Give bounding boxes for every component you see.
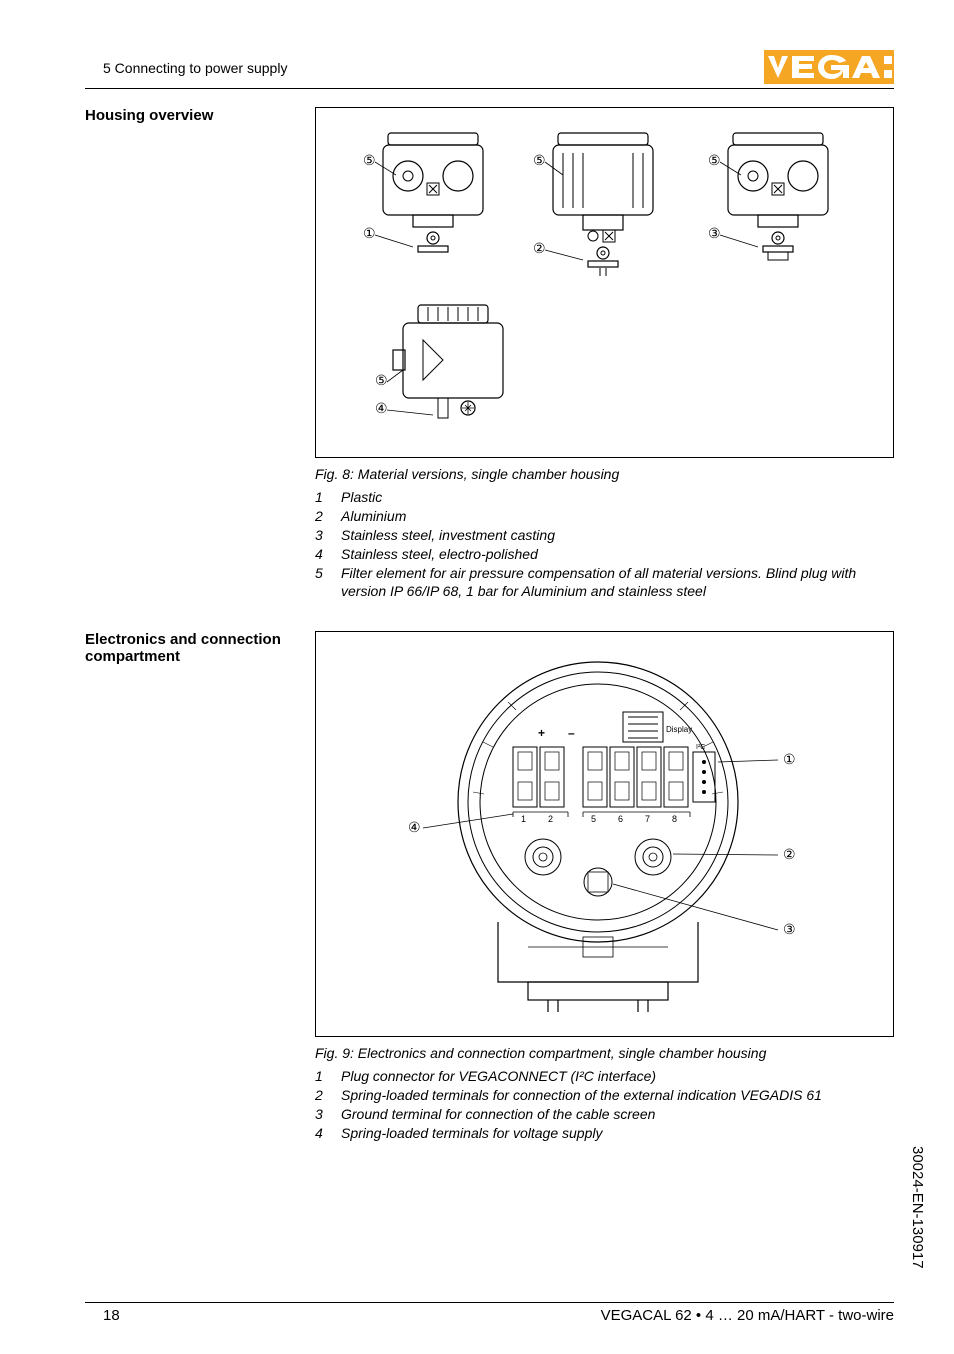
- minus-label: –: [568, 726, 575, 740]
- figure-8-caption: Fig. 8: Material versions, single chambe…: [315, 466, 894, 482]
- document-id: 30024-EN-130917: [909, 1146, 926, 1269]
- figure-8-legend: 1Plastic 2Aluminium 3Stainless steel, in…: [315, 488, 894, 601]
- legend-item: 5Filter element for air pressure compens…: [315, 564, 894, 602]
- legend-item: 2Spring-loaded terminals for connection …: [315, 1086, 894, 1105]
- callout-5c: ⑤: [708, 152, 721, 168]
- page-header: 5 Connecting to power supply: [85, 50, 894, 89]
- terminal-5: 5: [591, 814, 596, 824]
- legend-item: 4Spring-loaded terminals for voltage sup…: [315, 1124, 894, 1143]
- housing-overview-label: Housing overview: [85, 107, 315, 601]
- callout-5: ⑤: [363, 152, 376, 168]
- housing-overview-content: ⑤ ①: [315, 107, 894, 601]
- callout-5d: ⑤: [375, 372, 388, 388]
- electronics-content: Display + –: [315, 631, 894, 1143]
- legend-item: 1Plug connector for VEGACONNECT (I²C int…: [315, 1067, 894, 1086]
- housing-overview-section: Housing overview ⑤: [85, 107, 894, 601]
- callout-5b: ⑤: [533, 152, 546, 168]
- legend-item: 2Aluminium: [315, 507, 894, 526]
- page-number: 18: [85, 1307, 120, 1324]
- product-name: VEGACAL 62 • 4 … 20 mA/HART - two-wire: [601, 1307, 894, 1324]
- ec-callout-2: ②: [783, 846, 796, 862]
- electronics-section: Electronics and connection compartment: [85, 631, 894, 1143]
- terminal-8: 8: [672, 814, 677, 824]
- plus-label: +: [538, 726, 545, 740]
- callout-3: ③: [708, 225, 721, 241]
- page-footer: 18 VEGACAL 62 • 4 … 20 mA/HART - two-wir…: [85, 1302, 894, 1324]
- vega-logo: [764, 50, 894, 84]
- figure-8-box: ⑤ ①: [315, 107, 894, 458]
- electronics-diagram: Display + –: [328, 644, 868, 1019]
- electronics-label: Electronics and connection compartment: [85, 631, 315, 1143]
- ec-callout-3: ③: [783, 921, 796, 937]
- terminal-7: 7: [645, 814, 650, 824]
- callout-4: ④: [375, 400, 388, 416]
- ec-callout-1: ①: [783, 751, 796, 767]
- terminal-2: 2: [548, 814, 553, 824]
- callout-2: ②: [533, 240, 546, 256]
- legend-item: 3Ground terminal for connection of the c…: [315, 1105, 894, 1124]
- figure-9-legend: 1Plug connector for VEGACONNECT (I²C int…: [315, 1067, 894, 1143]
- section-title: 5 Connecting to power supply: [85, 50, 287, 76]
- ec-callout-4: ④: [408, 819, 421, 835]
- terminal-6: 6: [618, 814, 623, 824]
- display-label: Display: [666, 725, 692, 734]
- terminal-1: 1: [521, 814, 526, 824]
- housing-diagram: ⑤ ①: [328, 120, 868, 440]
- legend-item: 4Stainless steel, electro-polished: [315, 545, 894, 564]
- i2c-label: I²C: [696, 744, 705, 751]
- legend-item: 3Stainless steel, investment casting: [315, 526, 894, 545]
- legend-item: 1Plastic: [315, 488, 894, 507]
- figure-9-caption: Fig. 9: Electronics and connection compa…: [315, 1045, 894, 1061]
- callout-1: ①: [363, 225, 376, 241]
- figure-9-box: Display + –: [315, 631, 894, 1037]
